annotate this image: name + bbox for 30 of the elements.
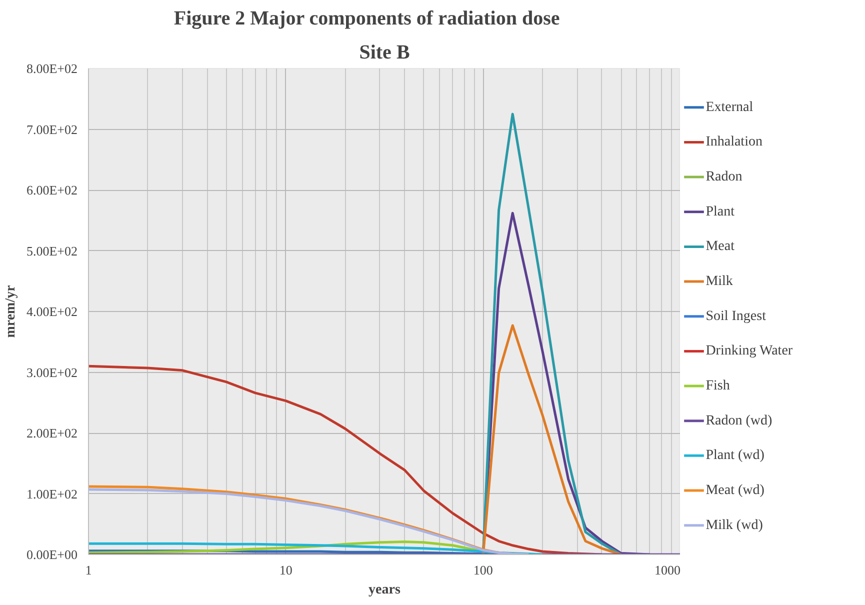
- legend-label: Fish: [706, 378, 730, 394]
- legend-label: Soil Ingest: [706, 308, 766, 324]
- y-tick-label: 5.00E+02: [26, 243, 78, 258]
- y-tick-label: 4.00E+02: [26, 304, 78, 319]
- chart-subtitle: Site B: [359, 42, 410, 64]
- x-tick-label: 1: [85, 562, 92, 578]
- y-tick-label: 0.00E+00: [26, 547, 78, 562]
- legend-label: Radon (wd): [706, 413, 773, 428]
- x-tick-label: 10: [279, 562, 292, 578]
- legend-label: Meat (wd): [706, 483, 765, 498]
- y-tick-label: 1.00E+02: [26, 486, 78, 502]
- x-axis-title: years: [368, 582, 401, 598]
- y-tick-label: 6.00E+02: [26, 182, 78, 198]
- legend-label: Drinking Water: [706, 344, 793, 359]
- legend-label: Meat: [706, 239, 735, 254]
- x-tick-label: 1000: [654, 562, 680, 578]
- y-tick-label: 7.00E+02: [26, 122, 78, 137]
- legend-label: Plant (wd): [706, 448, 765, 464]
- legend-label: Inhalation: [706, 134, 762, 150]
- y-tick-label: 2.00E+02: [26, 426, 78, 440]
- legend-label: Radon: [706, 170, 742, 185]
- x-tick-label: 100: [473, 562, 493, 578]
- legend-label: External: [706, 100, 754, 115]
- y-tick-label: 3.00E+02: [26, 364, 78, 380]
- legend-label: Plant: [706, 204, 735, 220]
- y-axis-title: mrem/yr: [3, 285, 18, 338]
- chart-title: Figure 2 Major components of radiation dose: [174, 8, 560, 30]
- y-tick-label: 8.00E+02: [26, 61, 78, 76]
- legend-label: Milk: [706, 274, 733, 290]
- legend-label: Milk (wd): [706, 518, 764, 533]
